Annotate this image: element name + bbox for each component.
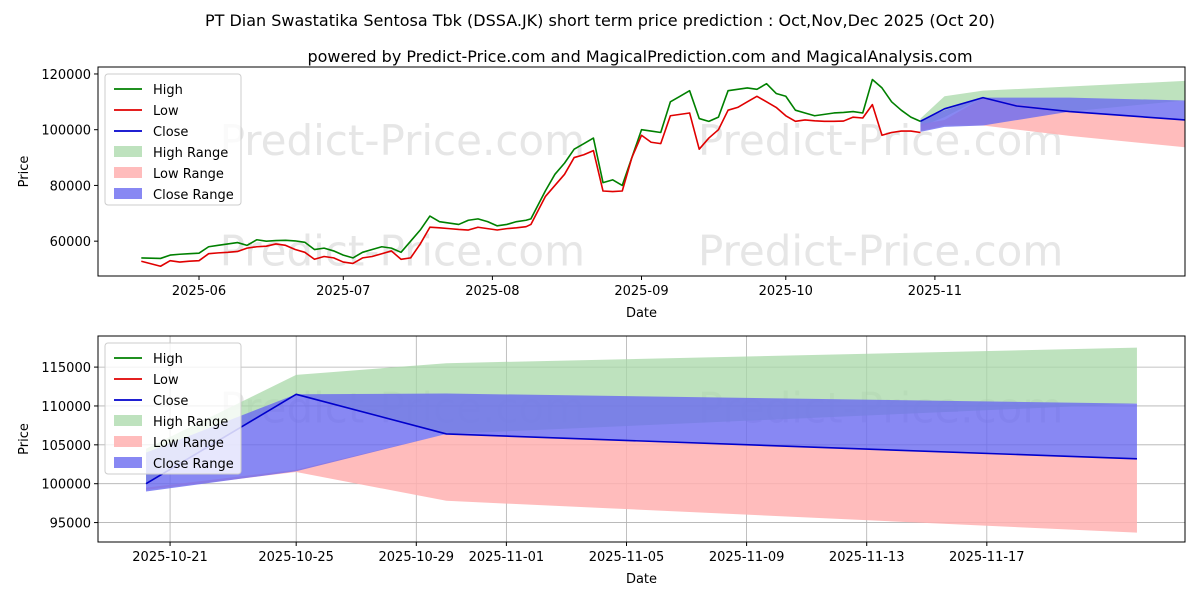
legend: High Low Close High Range Low Range Close Ran…	[104, 73, 242, 206]
legend-label: Low	[153, 373, 179, 388]
legend-swatch-high-range	[114, 415, 142, 426]
legend-swatch-low-range	[114, 167, 142, 178]
y-tick-label: 115000	[41, 361, 91, 376]
legend-label: High	[153, 352, 183, 367]
legend-label: High Range	[153, 415, 228, 430]
x-tick-label: 2025-11-09	[709, 550, 785, 565]
y-tick-label: 120000	[41, 68, 91, 83]
legend-swatch-close-range	[114, 188, 142, 199]
chart-subtitle: powered by Predict-Price.com and Magical…	[307, 47, 972, 66]
close-range-band	[146, 393, 1137, 492]
x-tick-label: 2025-11	[908, 284, 962, 299]
legend-label: Close Range	[153, 188, 234, 203]
legend-label: Low Range	[153, 436, 224, 451]
legend-label: Low Range	[153, 167, 224, 182]
x-tick-label: 2025-11-13	[829, 550, 905, 565]
y-tick-label: 110000	[41, 400, 91, 415]
legend-label: Close	[153, 394, 188, 409]
legend-swatch-close-range	[114, 457, 142, 468]
watermark-text: Predict-Price.com	[698, 227, 1063, 276]
legend-label: High Range	[153, 146, 228, 161]
x-tick-label: 2025-10-29	[379, 550, 455, 565]
y-tick-label: 80000	[50, 179, 91, 194]
legend-label: Close	[153, 125, 188, 140]
close-range-band	[920, 97, 1185, 132]
legend-label: High	[153, 83, 183, 98]
x-tick-label: 2025-10-21	[132, 550, 208, 565]
x-axis-label: Date	[626, 306, 657, 321]
x-tick-label: 2025-09	[614, 284, 668, 299]
x-axis-label: Date	[626, 572, 657, 587]
y-tick-label: 100000	[41, 478, 91, 493]
low-series-line	[141, 95, 921, 268]
legend-label: Close Range	[153, 457, 234, 472]
y-axis-label: Price	[17, 156, 32, 188]
watermark-text: Predict-Price.com	[220, 116, 585, 165]
x-tick-label: 2025-11-17	[949, 550, 1025, 565]
y-tick-label: 105000	[41, 439, 91, 454]
plot-area-p1	[141, 78, 1185, 268]
x-tick-label: 2025-11-05	[589, 550, 665, 565]
high-series-line	[141, 78, 921, 260]
x-tick-label: 2025-08	[465, 284, 519, 299]
x-tick-label: 2025-07	[316, 284, 370, 299]
low-range-band	[146, 433, 1137, 533]
chart-title: PT Dian Swastatika Sentosa Tbk (DSSA.JK)…	[205, 11, 995, 30]
y-axis-label: Price	[17, 423, 32, 455]
x-tick-label: 2025-06	[172, 284, 226, 299]
axes-frame	[97, 335, 1186, 543]
legend-swatch-low-range	[114, 436, 142, 447]
legend-label: Low	[153, 104, 179, 119]
y-tick-label: 100000	[41, 124, 91, 139]
legend: High Low Close High Range Low Range Close Ran…	[104, 342, 242, 475]
x-tick-label: 2025-10-25	[258, 550, 334, 565]
y-tick-label: 95000	[50, 517, 91, 532]
y-tick-label: 60000	[50, 235, 91, 250]
x-tick-label: 2025-11-01	[469, 550, 545, 565]
plot-area-p2	[145, 347, 1137, 533]
x-tick-label: 2025-10	[759, 284, 813, 299]
legend-swatch-high-range	[114, 146, 142, 157]
close-series-line	[920, 96, 1185, 123]
